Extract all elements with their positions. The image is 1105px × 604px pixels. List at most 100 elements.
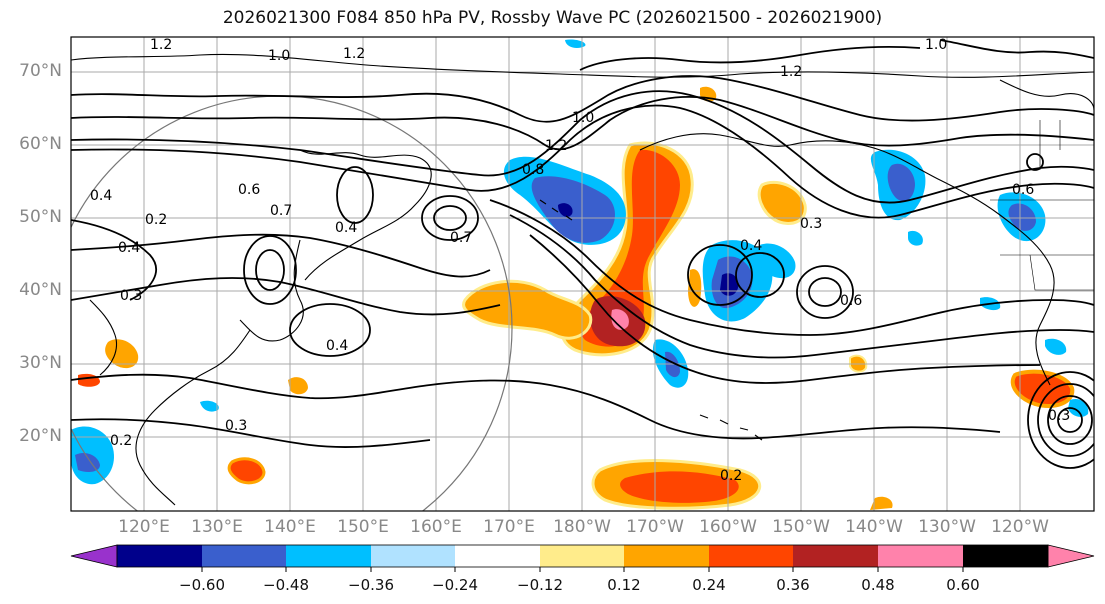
coastlines (71, 53, 1094, 506)
contour-label: 1.2 (343, 46, 365, 62)
contour-label: 0.6 (1012, 182, 1034, 198)
pv-negative-region (531, 176, 616, 243)
contour-label: 0.4 (90, 188, 112, 204)
colorbar-ticks (201, 567, 964, 572)
pv-negative-region (1045, 338, 1067, 355)
lat-label: 40°N (19, 280, 62, 300)
pv-positive-region (288, 377, 308, 395)
contour-label: 0.2 (145, 212, 167, 228)
colorbar-tick-label: 0.36 (776, 576, 810, 594)
colorbar-bin (371, 545, 455, 567)
contour-label: 1.0 (268, 48, 290, 64)
colorbar-bin (540, 545, 624, 567)
map-layers (71, 37, 1094, 511)
lon-label: 160°E (410, 517, 462, 537)
pv-negative-region (565, 39, 586, 48)
contour-label: 1.2 (150, 37, 172, 53)
lon-label: 160°W (699, 517, 757, 537)
colorbar-bin (709, 545, 793, 567)
pv-positive-region (227, 457, 266, 485)
contour-label: 0.2 (110, 433, 132, 449)
pv-negative-region (887, 163, 915, 202)
contour-label: 0.4 (335, 220, 357, 236)
pv-positive-region (620, 471, 739, 503)
colorbar-bin (878, 545, 963, 567)
colorbar-bin (117, 545, 202, 567)
contour-label: 0.6 (238, 182, 260, 198)
contour-label: 1.2 (780, 64, 802, 80)
pv-positive-region (757, 180, 807, 225)
contour-label: 0.6 (840, 293, 862, 309)
colorbar-bin (455, 545, 540, 567)
contour-label: 0.4 (740, 238, 762, 254)
contour-label: 0.4 (326, 338, 348, 354)
pv-positive-region (105, 339, 139, 369)
lon-label: 170°W (626, 517, 684, 537)
lon-label: 150°W (772, 517, 830, 537)
colorbar-tick-label: −0.60 (179, 576, 225, 594)
pv-negative-region (1068, 398, 1089, 417)
pv-positive-region (611, 309, 629, 330)
contour-label: 1.0 (925, 37, 947, 53)
contour-label: 0.3 (1048, 408, 1070, 424)
colorbar-bin (793, 545, 878, 567)
contour-label: 0.4 (118, 240, 140, 256)
lat-label: 50°N (19, 207, 62, 227)
colorbar-bin (963, 545, 1048, 567)
lon-label: 170°E (483, 517, 535, 537)
pv-contours (71, 39, 1094, 469)
colorbar (70, 544, 1095, 572)
contour-label: 1.2 (545, 138, 567, 154)
pv-negative-region (558, 203, 573, 217)
colorbar-extend-high (1047, 544, 1095, 568)
contour-label: 1.0 (572, 110, 594, 126)
lat-label: 20°N (19, 426, 62, 446)
colorbar-tick-label: 0.48 (861, 576, 895, 594)
colorbar-tick-label: 0.60 (946, 576, 980, 594)
colorbar-tick-label: −0.36 (348, 576, 394, 594)
colorbar-bin (286, 545, 371, 567)
pv-positive-region (688, 269, 702, 307)
lat-label: 70°N (19, 61, 62, 81)
lon-label: 120°W (991, 517, 1049, 537)
colorbar-tick-label: −0.12 (517, 576, 563, 594)
lon-label: 150°E (337, 517, 389, 537)
graticule (71, 37, 1094, 511)
borders (990, 120, 1094, 291)
colorbar-tick-label: −0.24 (432, 576, 478, 594)
contour-label: 0.8 (522, 162, 544, 178)
contour-label: 0.7 (270, 203, 292, 219)
contour-label: 0.3 (120, 288, 142, 304)
colorbar-tick-label: 0.12 (607, 576, 641, 594)
pv-negative-region (720, 273, 739, 296)
pv-negative-region (908, 230, 923, 246)
contour-label: 0.2 (720, 468, 742, 484)
lat-label: 30°N (19, 353, 62, 373)
pv-positive-region (462, 279, 593, 340)
colorbar-bin (202, 545, 286, 567)
pv-negative-region (1008, 203, 1036, 231)
colorbar-extend-low (70, 544, 118, 568)
pv-shading (71, 39, 1089, 510)
contour-label: 0.7 (450, 230, 472, 246)
map-frame (70, 36, 1095, 512)
pv-negative-region (756, 243, 796, 279)
lon-label: 130°E (191, 517, 243, 537)
colorbar-tick-label: −0.48 (263, 576, 309, 594)
lon-label: 140°E (264, 517, 316, 537)
lon-label: 130°W (918, 517, 976, 537)
contour-label: 0.3 (800, 216, 822, 232)
pv-negative-region (200, 400, 219, 412)
contour-label-group: 1.2 1.0 1.2 1.0 1.2 1.2 1.0 0.8 0.6 0.7 … (90, 37, 1070, 484)
colorbar-bin (624, 545, 709, 567)
lon-label: 120°E (118, 517, 170, 537)
lat-label: 60°N (19, 134, 62, 154)
colorbar-tick-label: 0.24 (692, 576, 726, 594)
lon-label: 140°W (845, 517, 903, 537)
chart-title: 2026021300 F084 850 hPa PV, Rossby Wave … (222, 8, 883, 28)
contour-label: 0.3 (225, 418, 247, 434)
pv-positive-region (870, 496, 893, 510)
colorbar-outline (116, 544, 1049, 568)
lon-label: 180°W (553, 517, 611, 537)
